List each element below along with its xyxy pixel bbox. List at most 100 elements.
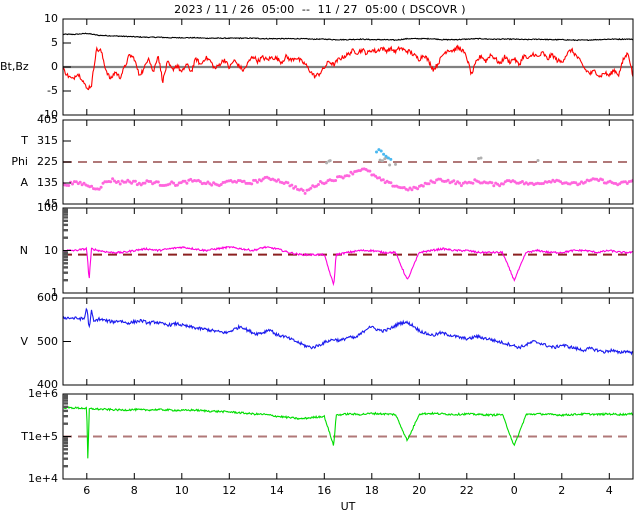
y-tick-label: 1 <box>51 286 58 299</box>
y-tick-label: 100 <box>37 201 58 214</box>
axis-label-velocity: V <box>20 334 28 348</box>
data-point <box>124 180 128 184</box>
data-point <box>520 180 524 183</box>
data-point <box>378 176 381 180</box>
data-point <box>198 180 202 184</box>
data-point <box>143 181 147 185</box>
panel-density <box>62 207 634 294</box>
axis-label-phi: Phi <box>11 155 28 168</box>
data-point <box>625 182 629 185</box>
y-tick-label: 1e+5 <box>28 429 58 443</box>
data-point <box>386 156 390 160</box>
data-point <box>250 182 254 186</box>
data-point <box>381 178 385 182</box>
data-point <box>349 170 353 174</box>
data-point <box>156 180 160 184</box>
data-point <box>408 186 412 190</box>
missing-data-point <box>378 158 382 162</box>
data-point <box>309 186 313 190</box>
x-tick-label: 16 <box>317 484 332 497</box>
y-tick-label: 405 <box>37 113 58 126</box>
data-point <box>301 189 305 192</box>
panel-t-phi-a <box>62 119 634 205</box>
y-tick-label: 1e+4 <box>28 472 58 485</box>
x-tick-label: 18 <box>364 484 379 497</box>
x-tick-label: 8 <box>130 484 138 497</box>
data-point <box>384 154 388 158</box>
x-tick-label: 0 <box>510 484 518 497</box>
data-point <box>382 152 386 156</box>
data-point <box>459 184 463 188</box>
data-point <box>286 181 290 185</box>
y-tick-label: 225 <box>37 155 58 168</box>
data-point <box>490 181 494 185</box>
data-point <box>185 181 189 185</box>
data-point <box>458 181 461 185</box>
data-point <box>219 183 223 186</box>
y-tick-label: 5 <box>51 36 58 49</box>
axis-label-density: N <box>19 243 28 257</box>
y-tick-label: 600 <box>37 291 58 304</box>
data-point <box>416 187 420 191</box>
missing-data-point <box>477 157 481 160</box>
missing-data-point <box>479 156 483 160</box>
data-point <box>410 188 414 192</box>
data-point <box>97 187 101 191</box>
data-point <box>111 177 115 181</box>
data-point <box>109 180 113 184</box>
data-point <box>389 181 393 185</box>
x-tick-label: 22 <box>459 484 474 497</box>
x-tick-label: 10 <box>174 484 189 497</box>
data-point <box>578 182 582 186</box>
x-tick-label: 2 <box>558 484 566 497</box>
page-title: 2023 / 11 / 26 05:00 -- 11 / 27 05:00 ( … <box>174 3 466 16</box>
data-point <box>454 182 458 186</box>
data-point <box>341 176 345 180</box>
panel-velocity <box>62 297 634 386</box>
missing-data-point <box>328 159 332 163</box>
data-point <box>259 179 263 183</box>
data-point <box>235 180 238 184</box>
data-point <box>149 180 153 183</box>
data-point <box>374 174 378 178</box>
missing-data-point <box>325 161 329 165</box>
data-point <box>90 184 94 188</box>
data-point <box>130 181 134 185</box>
missing-data-point <box>388 163 392 167</box>
data-point <box>172 181 176 185</box>
data-point <box>583 180 587 184</box>
missing-data-point <box>380 159 384 163</box>
series-Bz <box>63 44 633 91</box>
data-point <box>406 188 410 192</box>
axis-label-temperature: T <box>21 429 28 443</box>
axis-label-bt-bz: Bt,Bz <box>0 60 29 73</box>
panel-frame <box>62 297 634 386</box>
data-point <box>290 183 294 187</box>
data-point <box>389 157 393 161</box>
y-tick-label: 135 <box>37 176 58 189</box>
data-point <box>446 178 450 182</box>
data-point <box>183 179 187 183</box>
data-point <box>133 179 137 183</box>
data-point <box>317 183 320 186</box>
series-T <box>63 405 633 459</box>
y-tick-label: 45 <box>44 197 58 210</box>
series-N <box>63 245 633 287</box>
x-tick-label: 20 <box>412 484 427 497</box>
data-point <box>347 174 351 178</box>
data-point <box>433 181 437 185</box>
x-axis-title: UT <box>340 500 356 513</box>
axis-label-t: T <box>21 134 28 147</box>
data-point <box>74 180 78 184</box>
y-tick-label: 10 <box>44 12 58 25</box>
data-point <box>379 149 383 153</box>
series-V <box>63 307 633 356</box>
data-point <box>294 185 298 189</box>
data-point <box>168 182 172 186</box>
missing-data-point <box>383 157 387 161</box>
y-tick-label: 1e+6 <box>28 387 58 400</box>
data-point <box>276 178 280 182</box>
data-point <box>377 148 381 152</box>
